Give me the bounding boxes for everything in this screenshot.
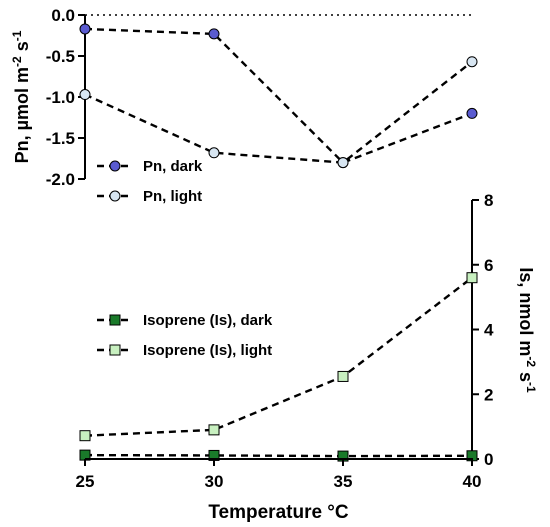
data-point-pn-dark [79, 23, 91, 35]
pn-y-tick-label: -1.5 [46, 129, 75, 148]
series-line-isoprene-is-light [84, 276, 473, 437]
legends: Pn, dark Pn, light Isoprene (Is), dark Isop… [97, 158, 273, 359]
legend-marker [109, 190, 121, 202]
pn-panel: 0.0 -0.5 -1.0 -1.5 -2.0 Pn, µmol m-2 s-1 [10, 6, 478, 189]
data-point-pn-dark [466, 107, 478, 119]
legend-label: Isoprene (Is), light [143, 342, 272, 359]
series-line-pn-dark [84, 27, 473, 164]
data-point-pn-light [337, 157, 349, 169]
data-point-pn-light [208, 147, 220, 159]
pn-y-tick-label: -2.0 [46, 170, 75, 189]
series-pn-dark [79, 23, 478, 169]
pn-y-tick-label: -1.0 [46, 88, 75, 107]
pn-y-axis-label: Pn, µmol m-2 s-1 [10, 30, 32, 163]
temperature-x-axis: 25 30 35 40 Temperature °C [76, 458, 482, 523]
is-y-tick-label: 2 [484, 385, 493, 404]
isoprene-panel: 0 2 4 6 8 Is, nmol m-2 s-1 [79, 191, 538, 469]
data-point-isoprene-is-light [337, 370, 349, 382]
legend-item-isoprene-is-light: Isoprene (Is), light [97, 342, 272, 359]
legend-marker [109, 160, 121, 172]
x-tick-label: 30 [205, 472, 224, 491]
is-y-tick-label: 4 [484, 321, 494, 340]
is-y-tick-label: 8 [484, 191, 493, 210]
data-point-isoprene-is-light [208, 424, 220, 436]
legend-label: Pn, dark [143, 158, 203, 175]
legend-marker [109, 344, 121, 356]
data-point-pn-dark [208, 28, 220, 40]
is-y-axis-label: Is, nmol m-2 s-1 [516, 267, 538, 393]
series-line-isoprene-is-dark [84, 453, 473, 458]
legend-label: Pn, light [143, 188, 202, 205]
x-axis-label: Temperature °C [208, 502, 349, 523]
x-tick-label: 35 [334, 472, 353, 491]
data-point-isoprene-is-light [79, 430, 91, 442]
legend-item-isoprene-is-dark: Isoprene (Is), dark [97, 312, 273, 329]
x-tick-label: 25 [76, 472, 95, 491]
series-line-pn-light [84, 60, 473, 164]
is-y-tick-label: 6 [484, 256, 493, 275]
legend-item-pn-dark: Pn, dark [97, 158, 203, 175]
legend-marker [109, 314, 121, 326]
legend-item-pn-light: Pn, light [97, 188, 202, 205]
series-pn-light [79, 56, 478, 169]
data-point-isoprene-is-light [466, 272, 478, 284]
data-point-pn-light [466, 56, 478, 68]
data-point-pn-light [79, 89, 91, 101]
x-tick-label: 40 [463, 472, 482, 491]
series-isoprene-is-light [79, 272, 478, 442]
legend-label: Isoprene (Is), dark [143, 312, 273, 329]
is-y-tick-label: 0 [484, 450, 493, 469]
pn-y-tick-label: -0.5 [46, 47, 75, 66]
pn-y-tick-label: 0.0 [51, 6, 75, 25]
